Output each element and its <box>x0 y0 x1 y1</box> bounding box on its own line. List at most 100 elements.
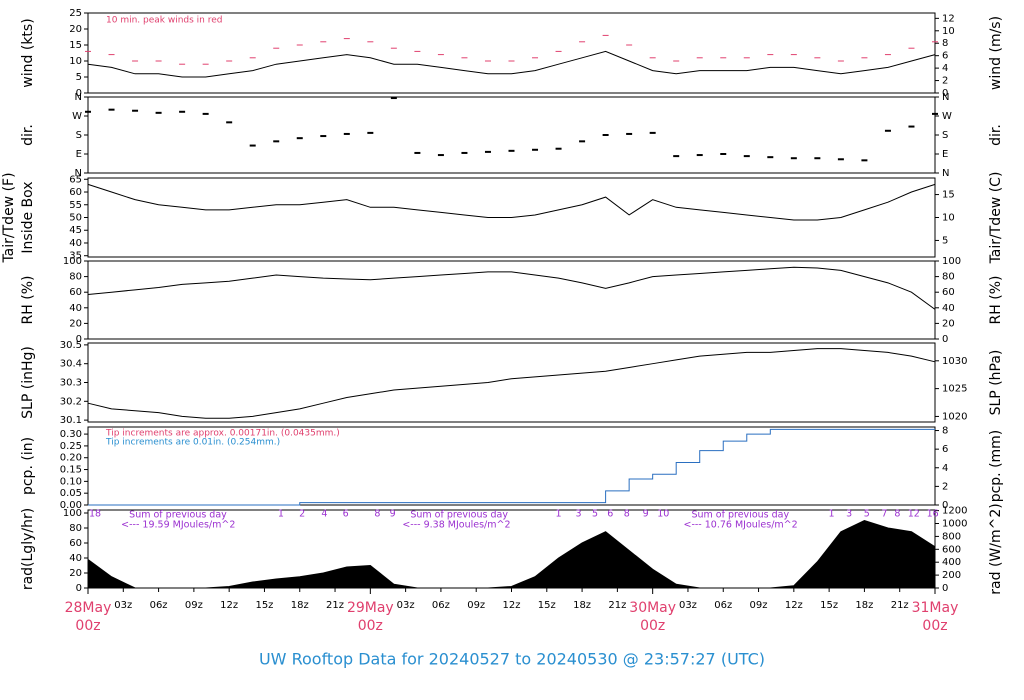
x-tick-label: 18z <box>855 600 873 611</box>
rad-hour-label: 3 <box>576 509 582 520</box>
y2-tick-label: 4 <box>942 463 948 474</box>
rad-hour-label: 7 <box>881 509 887 520</box>
y2-tick-label: 0 <box>942 583 948 594</box>
rad-hour-label: 5 <box>864 509 870 520</box>
y2-tick-label: 1200 <box>942 506 967 517</box>
day-label: 31May <box>912 600 959 616</box>
rad-hour-label: 18 <box>89 509 101 520</box>
y2-tick-label: N <box>942 92 949 103</box>
x-tick-label: 06z <box>150 600 168 611</box>
x-tick-label: 03z <box>679 600 697 611</box>
y-tick-label: 100 <box>63 508 82 519</box>
y-axis-label: pcp. (in) <box>20 437 36 495</box>
y-tick-label: 20 <box>69 318 82 329</box>
day-hour: 00z <box>75 618 100 634</box>
panel-frame <box>87 260 936 340</box>
y-tick-label: 20 <box>69 568 82 579</box>
x-tick-label: 12z <box>220 600 238 611</box>
y2-tick-label: 10 <box>942 213 955 224</box>
y2-tick-label: 100 <box>942 256 961 267</box>
y2-tick-label: 20 <box>942 318 955 329</box>
rad-hour-label: 6 <box>343 509 349 520</box>
rad-hour-label: 3 <box>846 509 852 520</box>
rad-hour-label: 2 <box>299 509 305 520</box>
x-tick-label: 06z <box>714 600 732 611</box>
y2-tick-label: 1000 <box>942 519 967 530</box>
y2-tick-label: 2 <box>942 76 948 87</box>
y-tick-label: 55 <box>69 200 82 211</box>
data-line <box>87 50 936 78</box>
day-label: 28May <box>65 600 112 616</box>
y-tick-label: 40 <box>69 303 82 314</box>
x-tick-label: 06z <box>432 600 450 611</box>
rad-hour-label: 16 <box>927 509 939 520</box>
x-tick-label: 09z <box>467 600 485 611</box>
panel-frame <box>87 342 936 423</box>
x-tick-label: 12z <box>785 600 803 611</box>
y-axis-label: Inside Box <box>20 181 36 253</box>
y-tick-label: N <box>75 92 82 103</box>
x-tick-label: 03z <box>114 600 132 611</box>
y2-tick-label: 400 <box>942 557 961 568</box>
y2-tick-label: 6 <box>942 444 948 455</box>
y-tick-label: 35 <box>69 251 82 262</box>
y-axis-label: wind (kts) <box>20 18 36 87</box>
x-tick-label: 21z <box>608 600 626 611</box>
y-axis-label: Tair/Tdew (F) <box>1 172 17 263</box>
y-tick-label: 65 <box>69 174 82 185</box>
rad-hour-label: 9 <box>643 509 649 520</box>
y-tick-label: 0 <box>76 334 82 345</box>
y2-axis-label: Tair/Tdew (C) <box>988 172 1004 265</box>
y2-axis-label: RH (%) <box>988 276 1004 325</box>
x-tick-label: 09z <box>185 600 203 611</box>
x-tick-label: 15z <box>255 600 273 611</box>
y2-tick-label: 60 <box>942 287 955 298</box>
day-label: 30May <box>629 600 676 616</box>
y2-axis-label: SLP (hPa) <box>988 350 1004 416</box>
y-tick-label: S <box>76 130 82 141</box>
y2-tick-label: 4 <box>942 63 948 74</box>
y-tick-label: 50 <box>69 213 82 224</box>
y-tick-label: 40 <box>69 238 82 249</box>
y-axis-label: RH (%) <box>20 276 36 325</box>
data-line <box>87 183 936 221</box>
y-tick-label: 60 <box>69 187 82 198</box>
y2-axis-label: pcp. (mm) <box>988 430 1004 503</box>
y2-tick-label: 1025 <box>942 384 967 395</box>
rad-hour-label: 5 <box>592 509 598 520</box>
x-tick-label: 12z <box>503 600 521 611</box>
sum-total: <--- 19.59 MJoules/m^2 <box>121 520 235 531</box>
y-tick-label: 25 <box>69 8 82 19</box>
y2-tick-label: W <box>942 111 952 122</box>
y2-tick-label: 200 <box>942 570 961 581</box>
y2-tick-label: 600 <box>942 544 961 555</box>
day-hour: 00z <box>358 618 383 634</box>
y2-tick-label: 1020 <box>942 411 967 422</box>
sum-total: <--- 9.38 MJoules/m^2 <box>402 520 510 531</box>
y2-tick-label: 800 <box>942 531 961 542</box>
rad-hour-label: 1 <box>828 509 834 520</box>
y-axis-label: dir. <box>20 124 36 146</box>
panel-frame <box>87 96 936 174</box>
panel-frame <box>87 426 936 506</box>
step-line <box>88 428 935 506</box>
y2-axis-label: wind (m/s) <box>988 16 1004 90</box>
y-tick-label: 5 <box>76 72 82 83</box>
rad-hour-label: 1 <box>556 509 562 520</box>
y2-tick-label: E <box>942 149 948 160</box>
rad-hour-label: 8 <box>894 509 900 520</box>
y-tick-label: 0.25 <box>60 441 82 452</box>
y-tick-label: 30.1 <box>60 415 82 426</box>
day-hour: 00z <box>922 618 947 634</box>
y2-axis-label: rad (W/m^2) <box>988 503 1004 594</box>
y-tick-label: 45 <box>69 225 82 236</box>
x-tick-label: 09z <box>750 600 768 611</box>
y2-tick-label: 12 <box>942 13 955 24</box>
y-tick-label: 0.30 <box>60 429 82 440</box>
y2-tick-label: N <box>942 168 949 179</box>
y-tick-label: 100 <box>63 256 82 267</box>
sum-label: Sum of previous day <box>691 510 789 521</box>
annotation: 10 min. peak winds in red <box>106 16 223 26</box>
data-line <box>87 266 936 310</box>
rad-hour-label: 8 <box>624 509 630 520</box>
